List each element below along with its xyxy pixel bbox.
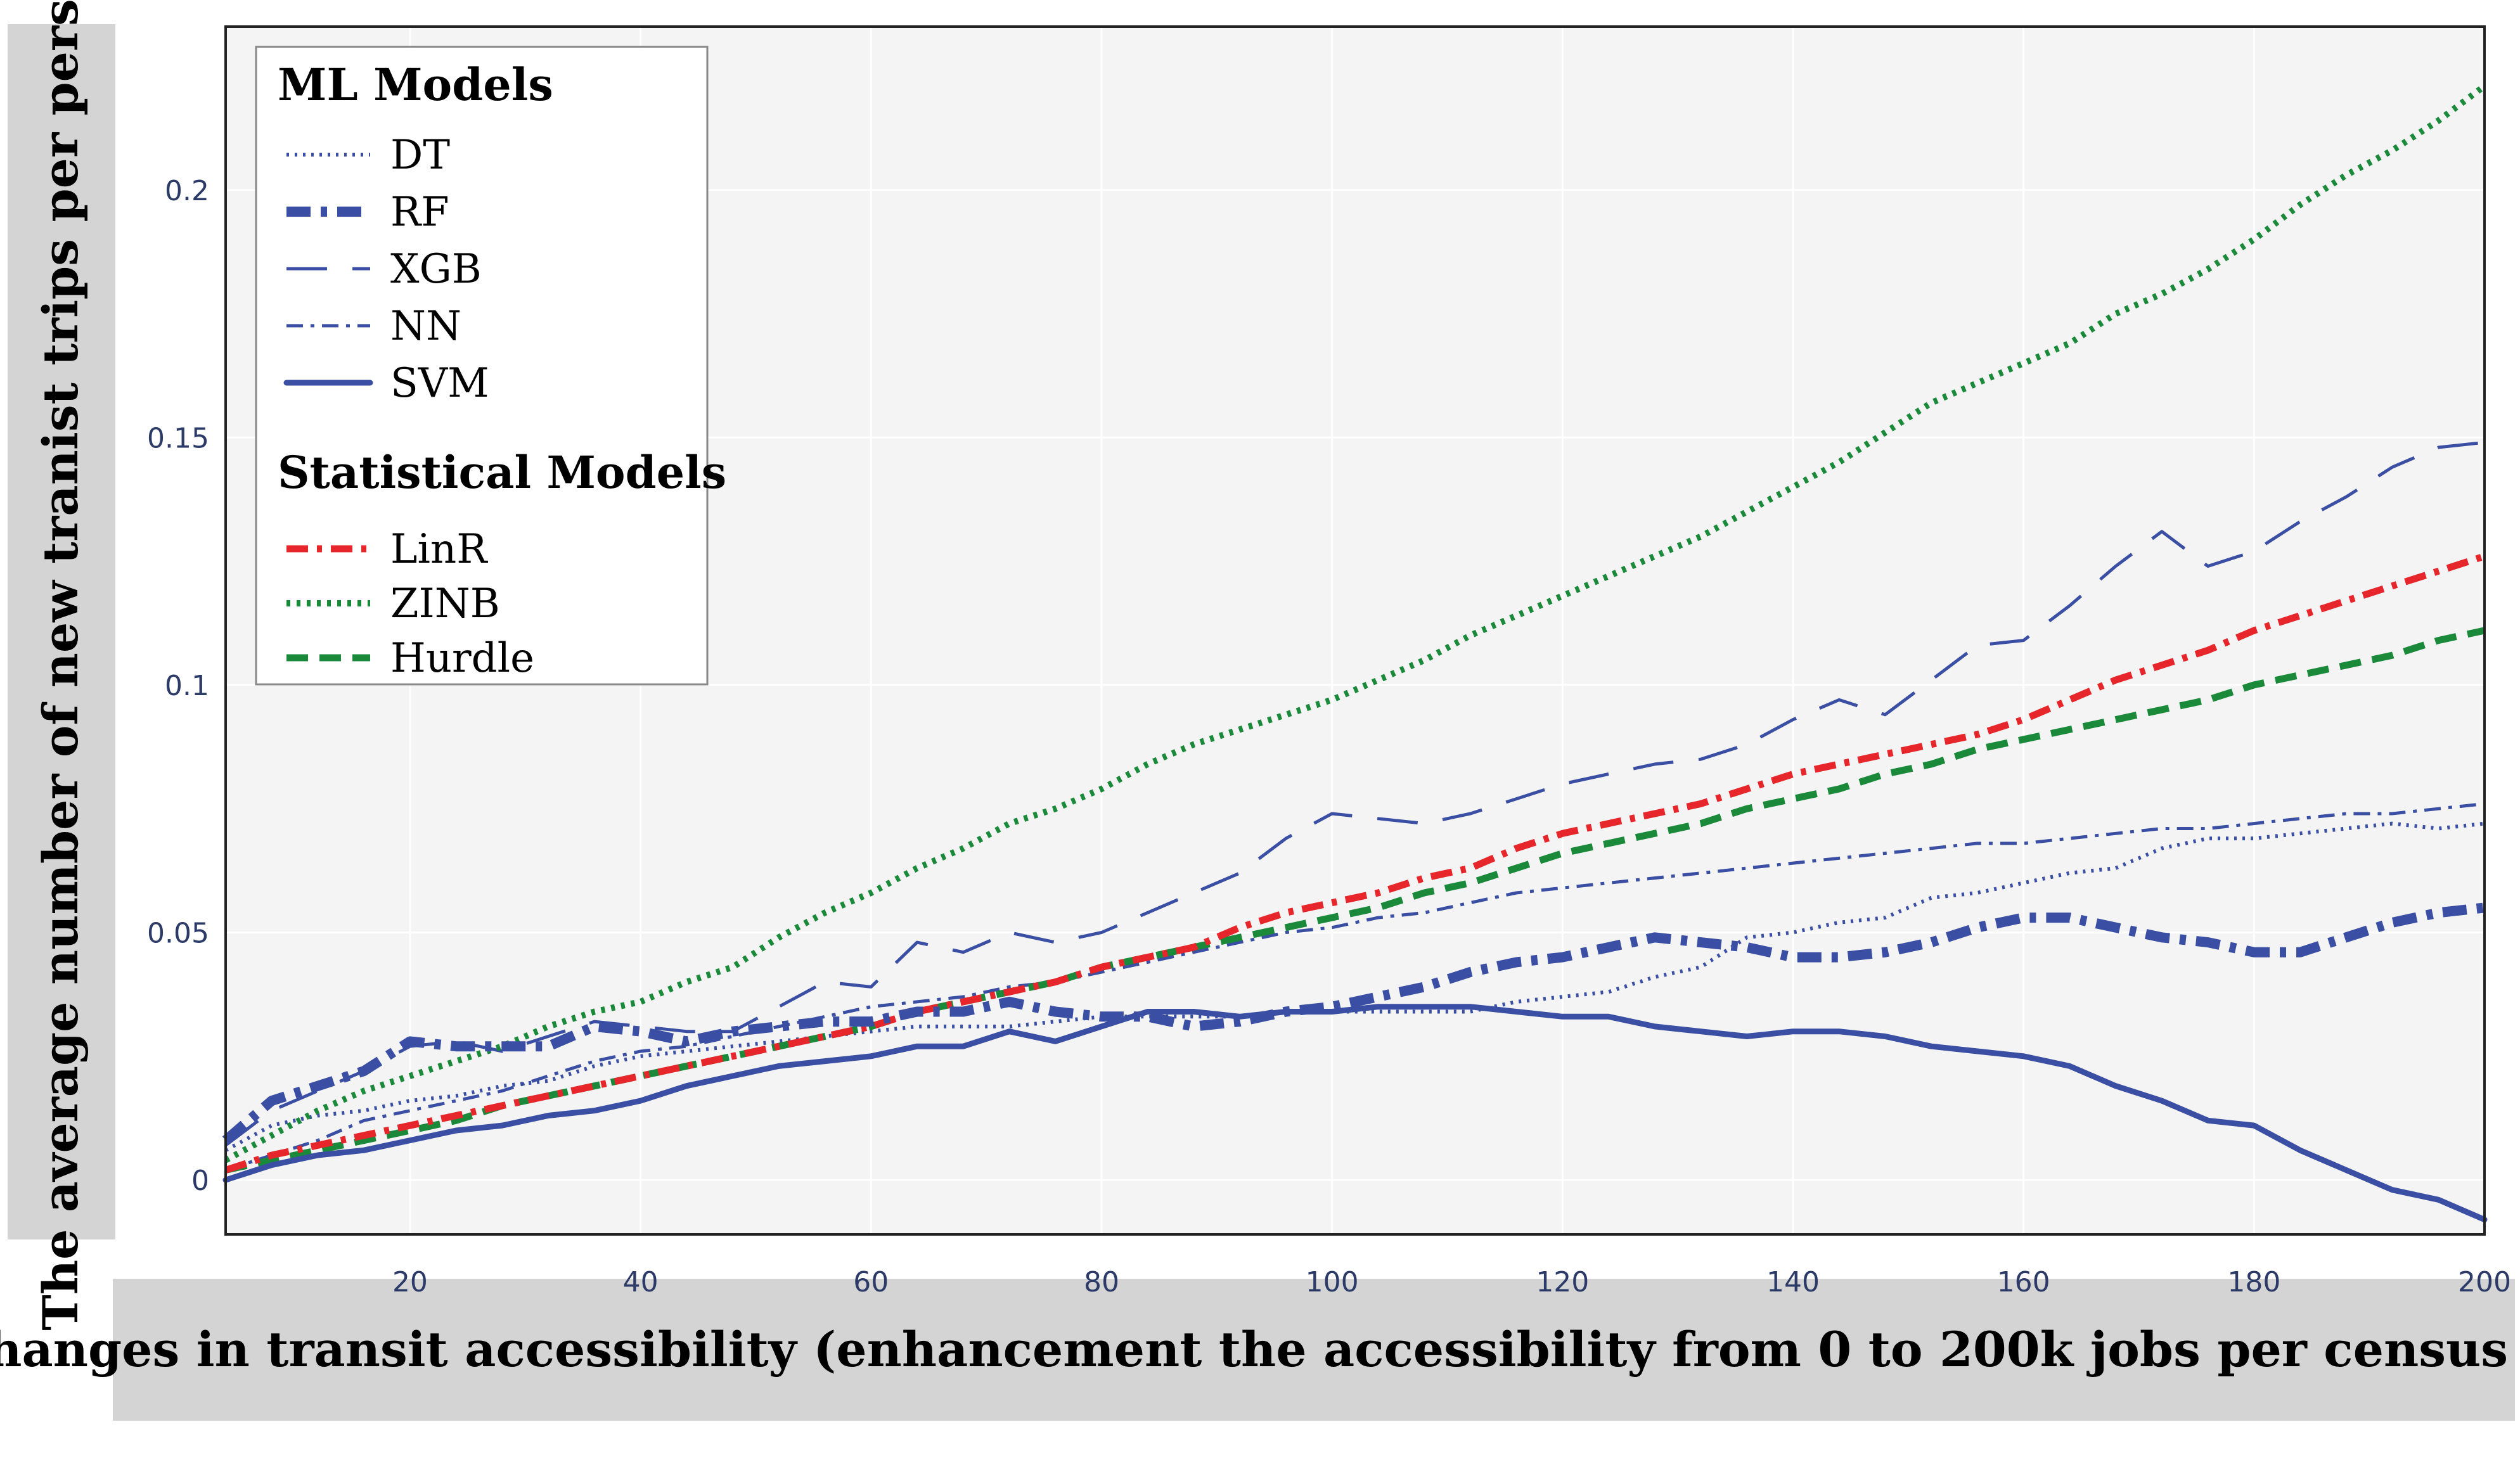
- legend-label-xgb: XGB: [390, 246, 482, 293]
- legend-label-rf: RF: [390, 189, 449, 236]
- legend-box: [255, 46, 709, 686]
- legend-label-dt: DT: [390, 132, 450, 179]
- legend: ML Models Statistical Models DT RF XGB NN SV…: [255, 46, 726, 686]
- y-axis-title-background: [8, 24, 115, 1239]
- x-tick-label: 80: [1084, 1266, 1119, 1298]
- x-tick-label: 120: [1536, 1266, 1589, 1298]
- x-axis-title: Changes in transit accessibility (enhanc…: [0, 1321, 2520, 1378]
- x-tick-label: 160: [1997, 1266, 2050, 1298]
- legend-group-title-ml: ML Models: [278, 58, 553, 111]
- legend-group-title-stat: Statistical Models: [278, 446, 726, 499]
- x-tick-label: 180: [2227, 1266, 2280, 1298]
- legend-label-zinb: ZINB: [390, 580, 500, 627]
- series-line-nn: [225, 802, 2485, 1172]
- x-tick-label: 60: [853, 1266, 889, 1298]
- series-line-hurdle: [224, 627, 2486, 1174]
- plot-frame: [224, 25, 2486, 1236]
- y-tick-label: 0.15: [147, 422, 209, 454]
- x-tick-label: 40: [623, 1266, 659, 1298]
- x-tick-label: 140: [1766, 1266, 1820, 1298]
- legend-label-hurdle: Hurdle: [390, 635, 534, 682]
- legend-label-svm: SVM: [390, 360, 489, 407]
- series-layer: [222, 83, 2488, 1223]
- series-line-zinb: [224, 83, 2487, 1163]
- tick-labels: 20 40 60 80 100 120 140 160 180 200 0 0.05 0.1 0.15 0.…: [147, 175, 2511, 1298]
- y-tick-label: 0.2: [165, 175, 209, 207]
- legend-label-nn: NN: [390, 303, 461, 350]
- x-axis-title-background: [113, 1279, 2515, 1421]
- y-tick-label: 0.05: [147, 918, 209, 950]
- y-axis-title: The average number of new tranist trips …: [32, 0, 89, 1331]
- legend-label-linr: LinR: [390, 526, 488, 573]
- y-tick-label: 0.1: [165, 670, 209, 702]
- series-line-rf: [222, 902, 2485, 1144]
- x-tick-label: 100: [1306, 1266, 1359, 1298]
- x-tick-label: 200: [2458, 1266, 2511, 1298]
- legend-items: DT RF XGB NN SVM LinR ZINB Hurdle: [283, 132, 534, 682]
- series-line-svm: [222, 1004, 2488, 1223]
- x-tick-label: 20: [392, 1266, 428, 1298]
- y-tick-label: 0: [191, 1165, 209, 1197]
- series-line-linr: [224, 553, 2486, 1174]
